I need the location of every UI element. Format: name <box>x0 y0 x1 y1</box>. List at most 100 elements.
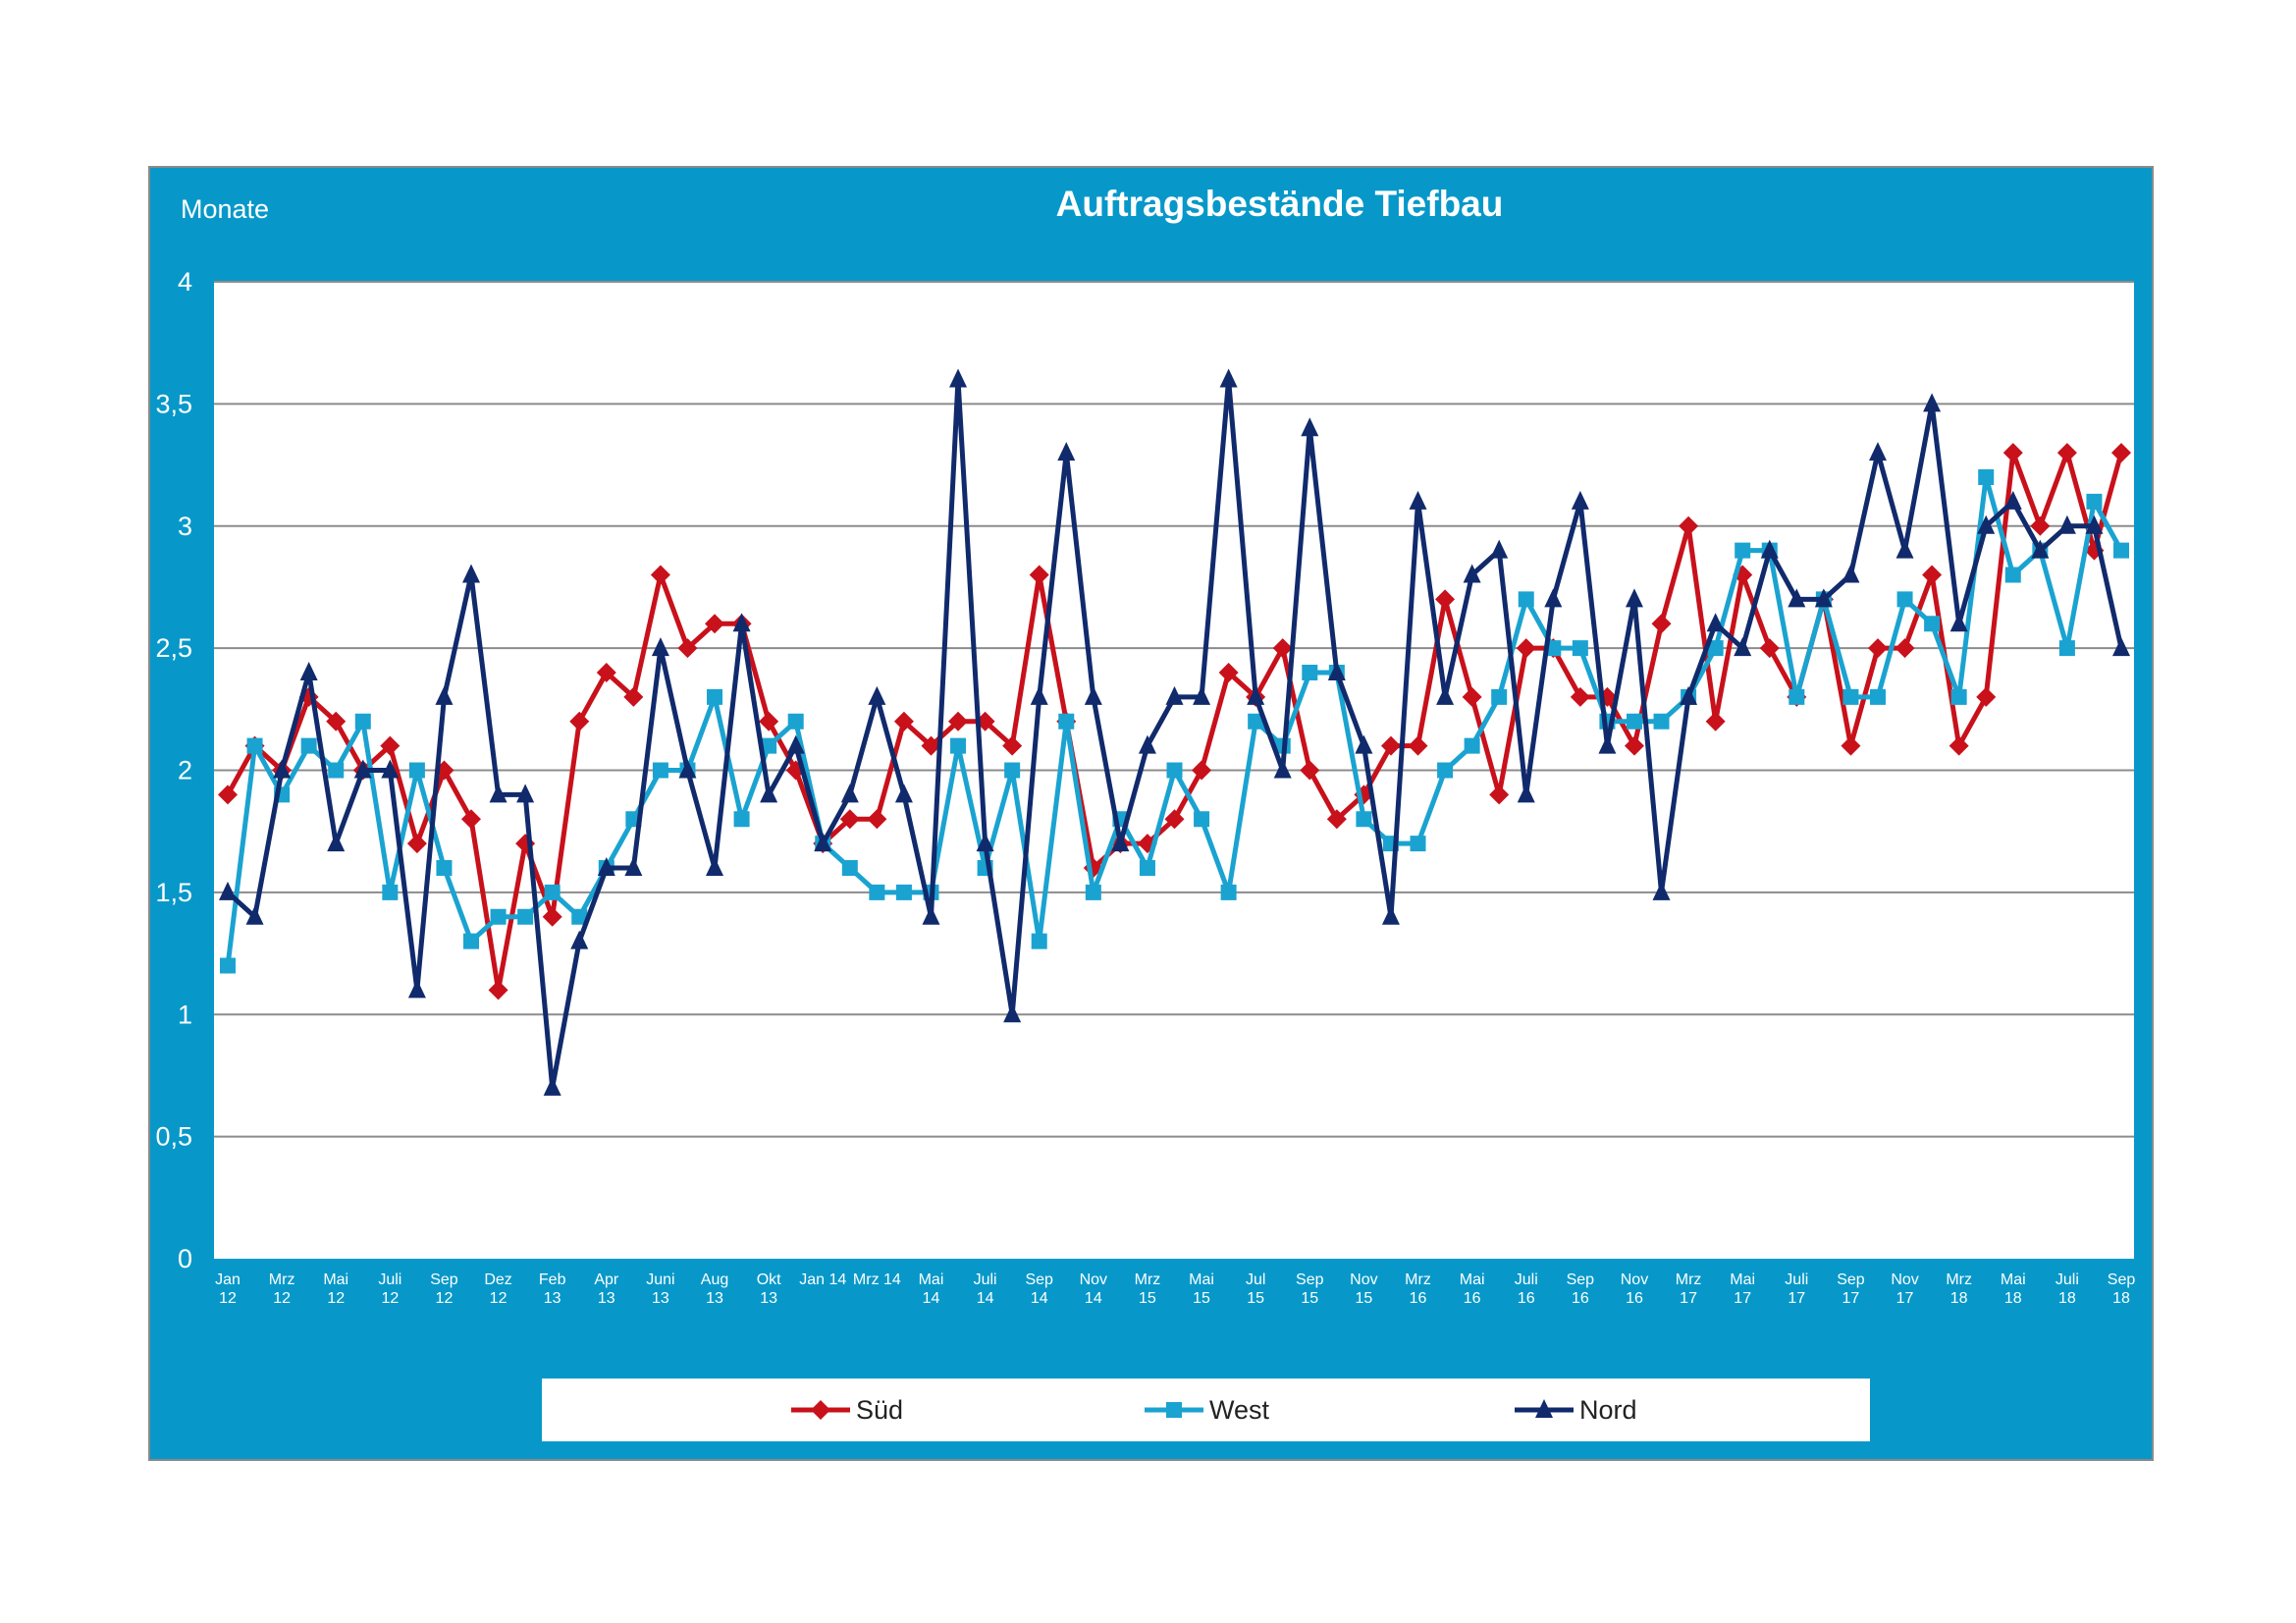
x-tick-label-line: Okt <box>757 1271 781 1288</box>
data-point <box>1247 685 1265 705</box>
x-tick-label: Mai 12 <box>323 1271 348 1307</box>
data-point <box>1680 685 1698 705</box>
data-point <box>596 663 616 682</box>
data-point <box>1138 734 1156 754</box>
data-point <box>841 860 858 876</box>
x-tick-label-line: 14 <box>1085 1290 1102 1307</box>
y-tick-label: 0 <box>178 1244 192 1273</box>
y-tick-label: 1,5 <box>155 878 192 907</box>
legend-label: Nord <box>1579 1394 1637 1425</box>
x-tick-label: Juli 16 <box>1515 1271 1538 1307</box>
data-point <box>1572 640 1588 657</box>
data-point <box>840 784 859 803</box>
data-point <box>1868 442 1887 461</box>
data-point <box>1166 762 1183 779</box>
data-point <box>2056 443 2077 463</box>
x-tick-label-line: 13 <box>544 1290 561 1307</box>
data-point <box>544 884 561 900</box>
data-point <box>949 368 968 388</box>
x-tick-label-line: Apr <box>594 1271 619 1288</box>
y-tick-label: 1 <box>178 1000 192 1029</box>
x-tick-label: Sep 14 <box>1025 1271 1053 1307</box>
data-point <box>811 1400 830 1420</box>
data-point <box>2058 640 2075 657</box>
x-tick-label-line: Nov <box>1891 1271 1918 1288</box>
x-tick-label: Juli 12 <box>378 1271 401 1307</box>
series-nord <box>219 368 2130 1096</box>
data-point <box>543 1076 561 1096</box>
x-tick-label-line: 14 <box>1031 1290 1048 1307</box>
data-point <box>1788 588 1806 608</box>
data-point <box>489 784 507 803</box>
x-tick-label-line: 18 <box>2004 1290 2022 1307</box>
data-point <box>1814 588 1833 608</box>
legend-item-süd: Süd <box>789 1379 903 1441</box>
data-point <box>1624 735 1644 756</box>
x-tick-label-line: Mai <box>323 1271 348 1288</box>
y-tick-label: 4 <box>178 267 192 297</box>
x-tick-label: Sep 12 <box>430 1271 458 1307</box>
data-point <box>1571 490 1589 510</box>
x-tick-label-line: Mrz <box>1405 1271 1431 1288</box>
data-point <box>761 737 777 754</box>
legend-label: Süd <box>856 1394 904 1425</box>
data-point <box>1626 713 1642 730</box>
x-tick-label-line: 15 <box>1193 1290 1210 1307</box>
data-point <box>1625 588 1643 608</box>
x-tick-label: Dez 12 <box>484 1271 511 1307</box>
legend-item-nord: Nord <box>1513 1379 1637 1441</box>
data-point <box>1300 760 1320 781</box>
data-point <box>488 980 508 1001</box>
data-point <box>1218 663 1239 682</box>
data-point <box>1273 759 1292 779</box>
x-tick-label-line: 12 <box>490 1290 507 1307</box>
data-point <box>760 784 778 803</box>
x-tick-label-line: 18 <box>1950 1290 1968 1307</box>
data-point <box>463 933 480 949</box>
data-point <box>408 762 425 779</box>
data-point <box>869 884 885 900</box>
data-point <box>300 737 317 754</box>
x-tick-label-line: Juli <box>1515 1271 1538 1288</box>
x-tick-label: Juli 18 <box>2056 1271 2079 1307</box>
data-point <box>623 686 644 707</box>
data-point <box>1491 688 1508 705</box>
data-point <box>1192 760 1212 781</box>
data-point <box>706 857 724 876</box>
data-point <box>571 908 588 925</box>
data-point <box>1760 539 1779 559</box>
data-point <box>299 662 318 680</box>
data-point <box>950 737 967 754</box>
data-point <box>1164 809 1185 830</box>
data-point <box>1896 591 1913 608</box>
x-tick-label-line: Mai <box>1460 1271 1485 1288</box>
x-tick-label-line: 14 <box>977 1290 994 1307</box>
data-point <box>1841 735 1861 756</box>
y-axis-unit-label: Monate <box>181 194 270 224</box>
x-tick-label-line: 16 <box>1410 1290 1427 1307</box>
data-point <box>597 857 615 876</box>
data-point <box>705 614 725 634</box>
y-tick-label: 2 <box>178 756 192 785</box>
data-point <box>1301 417 1319 437</box>
data-point <box>1463 564 1481 583</box>
data-point <box>1949 735 1969 756</box>
x-tick-label: Jul 15 <box>1246 1271 1265 1307</box>
data-point <box>1381 905 1400 925</box>
data-point <box>1003 1003 1022 1023</box>
data-point <box>2057 514 2076 534</box>
x-tick-label-line: 12 <box>273 1290 291 1307</box>
data-point <box>461 809 482 830</box>
data-point <box>651 637 669 657</box>
data-point <box>707 688 723 705</box>
x-tick-label: Nov 15 <box>1350 1271 1377 1307</box>
x-tick-label: Mrz 12 <box>269 1271 295 1307</box>
x-tick-label-line: 17 <box>1734 1290 1751 1307</box>
x-tick-label: Mai 15 <box>1189 1271 1214 1307</box>
x-tick-label-line: 16 <box>1464 1290 1481 1307</box>
x-tick-label-line: 13 <box>706 1290 723 1307</box>
data-point <box>406 834 427 854</box>
data-point <box>327 833 346 852</box>
data-point <box>220 957 236 974</box>
x-tick-label-line: Mrz 14 <box>853 1271 901 1288</box>
